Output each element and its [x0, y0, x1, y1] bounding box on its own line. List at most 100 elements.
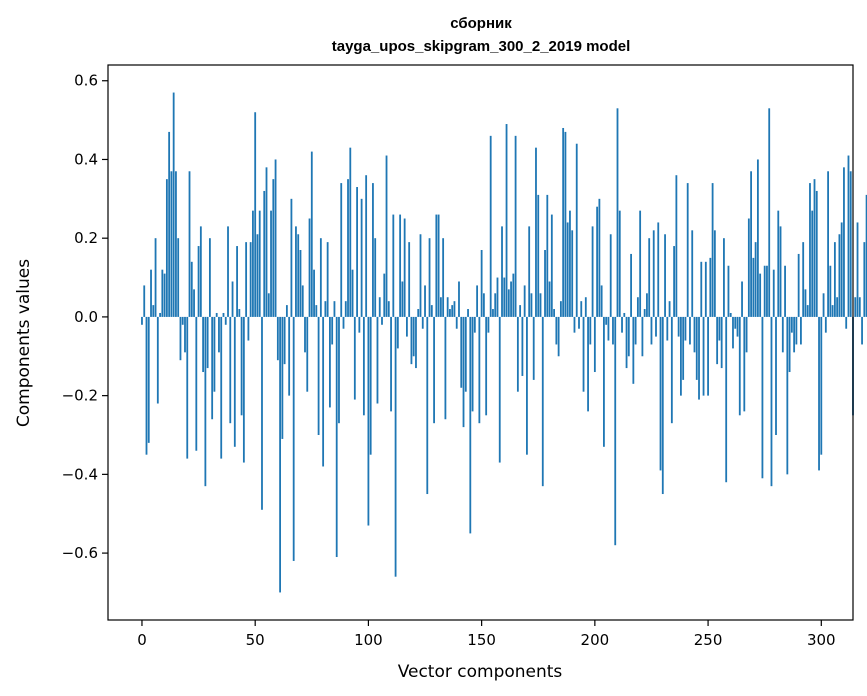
bar-281	[777, 210, 780, 317]
bar-88	[340, 183, 343, 317]
bar-60	[276, 316, 279, 361]
bar-178	[544, 250, 546, 317]
bar-244	[693, 316, 696, 353]
bar-307	[836, 297, 839, 317]
bar-111	[392, 214, 395, 317]
bar-43	[238, 309, 241, 317]
bar-137	[451, 305, 454, 317]
bar-150	[480, 250, 483, 317]
bar-309	[840, 222, 843, 317]
bar-56	[267, 293, 270, 317]
bar-5	[152, 305, 155, 317]
bar-218	[634, 316, 637, 345]
bar-231	[664, 234, 666, 317]
bar-18	[181, 316, 184, 325]
bar-52	[258, 210, 261, 317]
bar-285	[786, 316, 789, 475]
bar-8	[159, 312, 161, 317]
bar-141	[460, 316, 463, 388]
bar-277	[768, 108, 771, 317]
y-axis-ticks: −0.6 −0.4 −0.2 0.0 0.2 0.4 0.6	[62, 72, 108, 562]
bar-58	[272, 179, 275, 317]
bar-62	[281, 316, 284, 439]
bar-11	[165, 179, 168, 317]
bar-25	[197, 246, 200, 317]
bar-272	[756, 159, 759, 317]
bar-206	[607, 316, 610, 341]
x-tick-label-3: 150	[467, 631, 496, 649]
bar-33	[215, 312, 218, 317]
bar-102	[372, 183, 374, 317]
bar-67	[292, 316, 295, 561]
bar-84	[331, 316, 334, 345]
bar-46	[245, 242, 248, 317]
bar-107	[383, 273, 386, 317]
bar-89	[342, 316, 345, 329]
bar-162	[507, 289, 510, 317]
bar-294	[806, 305, 809, 317]
bar-136	[449, 309, 451, 317]
bar-114	[399, 214, 402, 317]
y-tick-label-6: 0.6	[74, 72, 98, 90]
bar-170	[526, 316, 528, 455]
bar-140	[458, 281, 460, 317]
bar-215	[627, 316, 630, 357]
bar-142	[462, 316, 465, 428]
bar-14	[172, 92, 175, 317]
bar-99	[365, 175, 368, 317]
bar-238	[680, 316, 682, 396]
bar-75	[310, 151, 313, 317]
bar-304	[829, 265, 832, 317]
bar-303	[827, 171, 829, 317]
x-tick-label-5: 250	[694, 631, 723, 649]
bar-86	[335, 316, 338, 558]
y-tick-label-1: −0.4	[62, 465, 98, 483]
bar-139	[455, 316, 458, 329]
bar-198	[589, 316, 592, 345]
bar-104	[376, 316, 379, 404]
bar-211	[618, 210, 621, 317]
bar-226	[652, 230, 655, 317]
bar-105	[378, 297, 381, 317]
bar-173	[532, 316, 535, 380]
bar-115	[401, 281, 404, 317]
bar-274	[761, 316, 764, 479]
bar-81	[324, 301, 327, 317]
bar-157	[496, 277, 499, 317]
bar-165	[514, 135, 517, 317]
bar-212	[621, 316, 623, 333]
bar-113	[396, 316, 399, 349]
bar-127	[428, 238, 431, 317]
bar-49	[252, 210, 254, 317]
bar-271	[754, 242, 757, 317]
bar-209	[614, 316, 617, 546]
bar-69	[297, 234, 300, 317]
bar-71	[301, 285, 304, 317]
bar-121	[415, 316, 417, 369]
bar-171	[528, 226, 531, 317]
bar-103	[374, 238, 377, 317]
y-tick-label-3: 0.0	[74, 308, 98, 326]
bar-286	[788, 316, 791, 373]
bar-158	[498, 316, 501, 463]
bar-317	[858, 297, 861, 317]
bar-147	[473, 316, 476, 333]
bar-13	[170, 171, 173, 317]
bar-39	[229, 316, 232, 424]
bar-297	[813, 179, 816, 317]
bar-193	[578, 316, 580, 329]
bar-51	[256, 234, 259, 317]
bar-117	[406, 316, 408, 337]
y-tick-label-0: −0.6	[62, 544, 98, 562]
bar-253	[713, 230, 716, 317]
bar-130	[435, 214, 438, 317]
bar-223	[646, 293, 648, 317]
bar-77	[315, 305, 318, 317]
bar-97	[360, 198, 363, 317]
bar-214	[625, 316, 628, 369]
bar-145	[469, 316, 472, 534]
bar-183	[555, 316, 558, 345]
bar-153	[487, 316, 490, 333]
bar-93	[351, 269, 354, 317]
bar-287	[790, 316, 793, 333]
